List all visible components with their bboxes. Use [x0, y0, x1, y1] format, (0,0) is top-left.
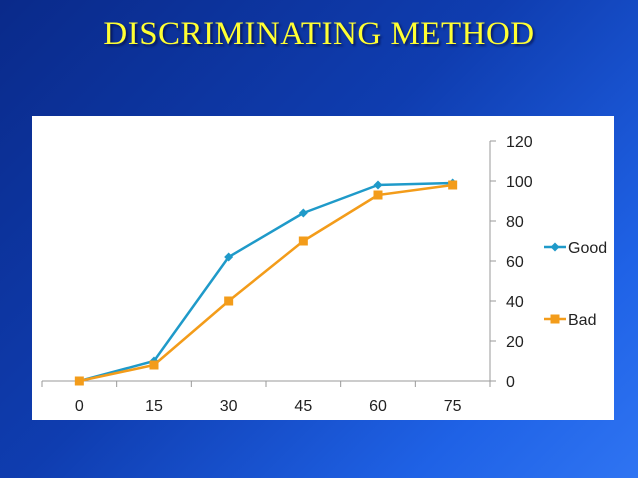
data-point-good: [298, 208, 308, 218]
x-tick-label: 45: [294, 398, 312, 415]
axes-layer: 0 15 30 45 60 75 0 20 40 60 80 100 120: [41, 134, 533, 415]
slide-title: DISCRIMINATING METHOD: [103, 16, 535, 52]
legend-layer: Good Bad: [544, 240, 607, 329]
x-tick-label: 75: [444, 398, 462, 415]
y-tick-label: 0: [506, 374, 515, 391]
y-tick-label: 60: [506, 254, 524, 271]
legend-label-bad: Bad: [568, 312, 596, 329]
data-point-bad: [149, 360, 159, 370]
y-tick-label: 80: [506, 214, 524, 231]
data-point-bad: [448, 180, 458, 190]
chart-panel: 0 15 30 45 60 75 0 20 40 60 80 100 120 Good Bad: [32, 116, 614, 420]
data-point-bad: [373, 190, 383, 200]
data-point-good: [373, 180, 383, 190]
y-tick-label: 100: [506, 174, 533, 191]
data-point-good: [224, 252, 234, 262]
y-tick-label: 40: [506, 294, 524, 311]
series-layer: [74, 178, 458, 386]
series-line-bad: [79, 183, 453, 383]
data-point-bad: [224, 296, 234, 306]
x-tick-label: 15: [145, 398, 163, 415]
line-chart: 0 15 30 45 60 75 0 20 40 60 80 100 120 Good Bad: [41, 134, 607, 415]
series-line-good: [79, 181, 453, 383]
legend-marker-bad: [550, 314, 560, 324]
x-tick-label: 30: [220, 398, 238, 415]
x-tick-label: 0: [75, 398, 84, 415]
x-tick-label: 60: [369, 398, 387, 415]
y-tick-label: 120: [506, 134, 533, 151]
legend-label-good: Good: [568, 240, 607, 257]
y-tick-label: 20: [506, 334, 524, 351]
data-point-bad: [74, 376, 84, 386]
legend-marker-good: [550, 242, 560, 252]
data-point-bad: [298, 236, 308, 246]
